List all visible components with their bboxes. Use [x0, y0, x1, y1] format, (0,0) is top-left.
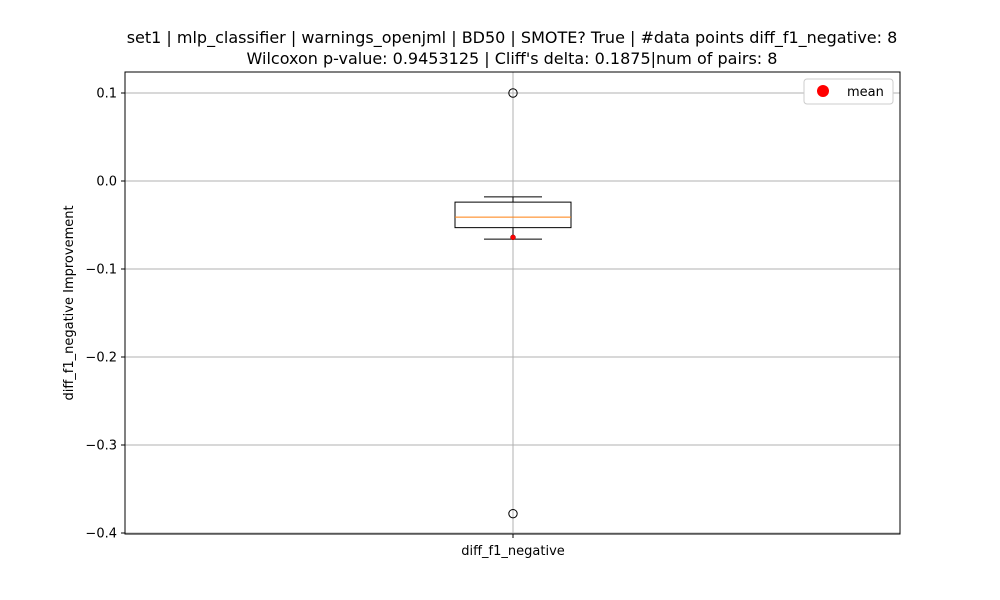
outlier-point	[508, 88, 518, 98]
x-tick-label: diff_f1_negative	[461, 544, 565, 559]
mean-marker	[510, 234, 516, 241]
axes: 0.1 0.0 −0.1 −0.2 −0.3 −0.4 diff_f1_negative	[85, 71, 901, 559]
box-plot	[454, 88, 572, 519]
interquartile-box	[454, 201, 572, 229]
y-tick-label: −0.1	[85, 263, 117, 278]
chart-title-line-2: Wilcoxon p-value: 0.9453125 | Cliff's de…	[247, 49, 778, 68]
y-tick-label: −0.4	[85, 527, 117, 542]
legend-mean-label: mean	[847, 85, 884, 100]
legend-box	[803, 78, 894, 105]
outlier-point	[508, 508, 518, 519]
y-tick-label: −0.2	[85, 351, 117, 366]
y-axis-label: diff_f1_negative Improvement	[62, 205, 77, 400]
y-tick-label: 0.0	[96, 175, 117, 190]
legend: mean	[803, 78, 894, 105]
chart-title-line-1: set1 | mlp_classifier | warnings_openjml…	[127, 28, 898, 48]
y-tick-label: 0.1	[96, 87, 117, 102]
y-tick-label: −0.3	[85, 439, 117, 454]
grid-lines	[125, 72, 900, 534]
legend-mean-marker	[817, 85, 829, 97]
